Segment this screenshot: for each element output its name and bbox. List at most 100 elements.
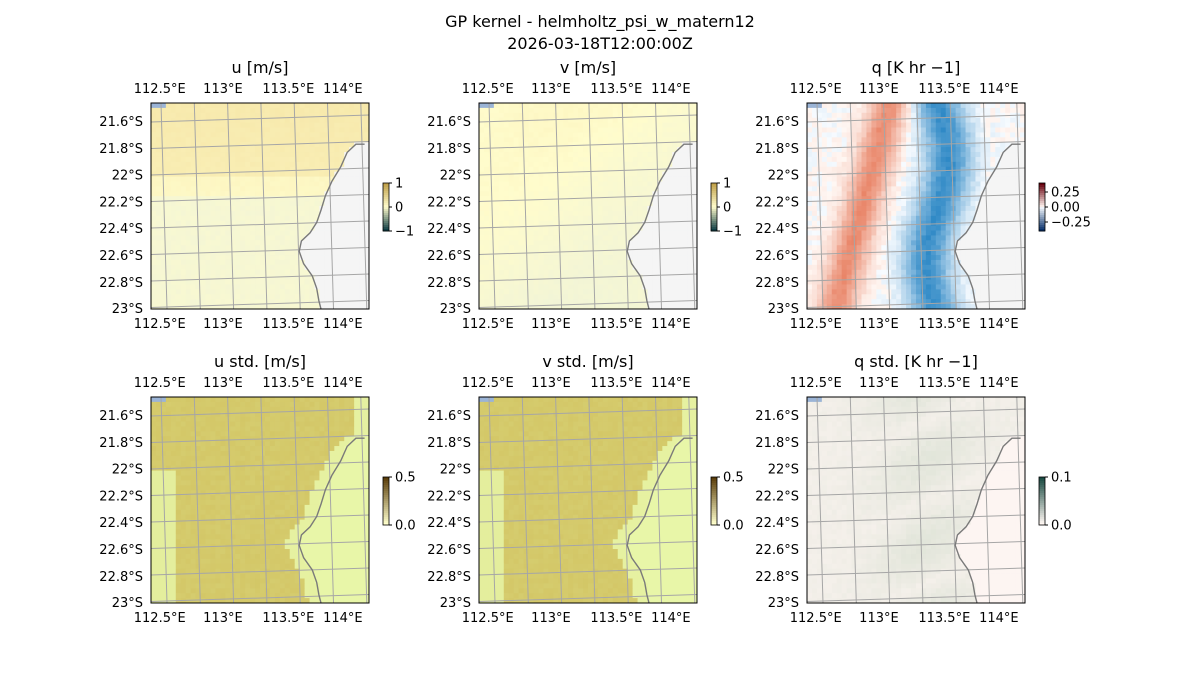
heat-cell <box>155 152 162 158</box>
heat-cell <box>602 220 609 227</box>
colorbar-step <box>383 183 389 186</box>
heat-cell <box>344 289 350 295</box>
heat-cell <box>220 176 226 182</box>
heat-cell <box>866 220 872 227</box>
heat-cell <box>319 215 325 222</box>
heat-cell <box>160 304 167 309</box>
heat-cell <box>538 161 544 168</box>
heat-cell <box>479 137 485 143</box>
heat-cell <box>602 137 609 143</box>
heat-cell <box>479 107 485 114</box>
heat-cell <box>299 186 305 192</box>
heat-cell <box>503 161 510 168</box>
heat-cell <box>543 269 549 276</box>
heat-cell <box>240 235 246 241</box>
heat-cell <box>672 171 678 177</box>
heat-cell <box>662 225 668 231</box>
heat-cell <box>334 210 340 217</box>
heat-cell <box>255 201 261 207</box>
heat-cell <box>627 259 633 266</box>
heat-cell <box>354 122 360 128</box>
heat-cell <box>195 259 201 266</box>
heat-cell <box>960 107 966 114</box>
heat-cell <box>364 279 369 285</box>
heat-cell <box>334 289 340 295</box>
heat-cell <box>205 294 211 300</box>
heat-cell <box>245 284 251 290</box>
heat-cell <box>980 225 986 231</box>
heat-cell <box>289 196 296 202</box>
heat-cell <box>558 161 564 168</box>
heat-cell <box>314 122 320 128</box>
heat-cell <box>200 181 206 187</box>
heat-cell <box>807 156 813 163</box>
colorbar-step <box>383 191 389 194</box>
heat-cell <box>334 137 340 143</box>
heat-cell <box>831 215 838 222</box>
heat-cell <box>185 274 192 280</box>
heat-cell <box>503 284 510 290</box>
heat-cell <box>479 176 485 182</box>
heat-cell <box>558 117 564 124</box>
heat-cell <box>816 166 823 173</box>
heat-cell <box>891 230 897 236</box>
heat-cell <box>235 181 241 187</box>
heat-cell <box>215 171 221 177</box>
colorbar-step <box>711 193 717 196</box>
heat-cell <box>364 191 369 197</box>
heat-cell <box>856 127 862 133</box>
heat-cell <box>548 269 554 276</box>
heat-cell <box>950 107 957 114</box>
heat-cell <box>359 230 365 236</box>
heat-cell <box>284 255 291 261</box>
heat-cell <box>980 220 986 227</box>
heat-cell <box>304 269 310 276</box>
heat-cell <box>225 181 231 187</box>
heat-cell <box>677 142 683 148</box>
heat-cell <box>260 117 266 124</box>
heat-cell <box>871 171 877 177</box>
heat-cell <box>180 255 187 261</box>
heat-cell <box>647 274 653 280</box>
heat-cell <box>151 294 157 300</box>
y-tick-label: 21.6°S <box>99 115 143 130</box>
heat-cell <box>225 191 231 197</box>
heat-cell <box>911 103 917 109</box>
heat-cell <box>657 210 663 217</box>
heat-cell <box>230 255 236 261</box>
heat-cell <box>260 225 266 231</box>
heat-cell <box>344 103 350 109</box>
heat-cell <box>225 206 231 212</box>
heat-cell <box>304 245 310 251</box>
heat-cell <box>930 112 937 119</box>
heat-cell <box>250 250 256 256</box>
heat-cell <box>195 304 201 309</box>
heat-cell <box>294 122 301 128</box>
heat-cell <box>1005 103 1011 109</box>
heat-cell <box>563 117 569 124</box>
heat-cell <box>945 103 952 109</box>
heat-cell <box>1010 147 1016 153</box>
colorbar-step <box>711 217 717 220</box>
heat-cell <box>354 186 360 192</box>
heat-cell <box>364 107 369 114</box>
heat-cell <box>851 210 857 217</box>
heat-cell <box>617 210 624 217</box>
heat-cell <box>592 117 599 124</box>
heat-cell <box>841 147 848 153</box>
heat-cell <box>602 132 609 138</box>
heat-cell <box>925 122 932 128</box>
heat-cell <box>677 122 683 128</box>
heat-cell <box>225 201 231 207</box>
heat-cell <box>672 225 678 231</box>
heat-cell <box>349 250 355 256</box>
heat-cell <box>503 225 510 231</box>
heat-cell <box>210 215 216 222</box>
heat-cell <box>513 137 520 143</box>
heat-cell <box>190 269 196 276</box>
heat-cell <box>185 235 192 241</box>
heat-cell <box>1005 201 1011 207</box>
heat-cell <box>647 186 653 192</box>
heat-cell <box>210 132 216 138</box>
heat-cell <box>1005 176 1011 182</box>
